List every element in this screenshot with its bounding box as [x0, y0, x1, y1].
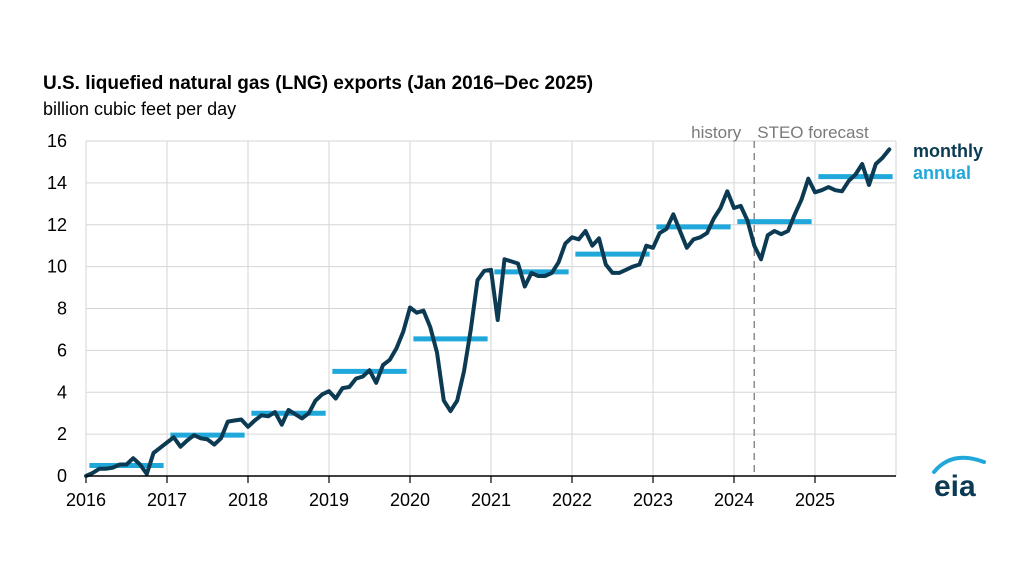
legend-annual: annual	[913, 163, 971, 183]
y-tick-label: 12	[47, 215, 67, 235]
x-tick-label: 2024	[714, 490, 754, 510]
y-tick-label: 8	[57, 299, 67, 319]
x-tick-label: 2025	[795, 490, 835, 510]
x-tick-label: 2016	[66, 490, 106, 510]
y-tick-label: 2	[57, 424, 67, 444]
eia-logo-text: eia	[934, 470, 976, 503]
x-tick-label: 2022	[552, 490, 592, 510]
y-tick-label: 16	[47, 131, 67, 151]
x-tick-label: 2021	[471, 490, 511, 510]
chart-title: U.S. liquefied natural gas (LNG) exports…	[43, 73, 594, 94]
x-tick-label: 2023	[633, 490, 673, 510]
chart-subtitle: billion cubic feet per day	[43, 99, 237, 119]
x-tick-label: 2020	[390, 490, 430, 510]
x-tick-label: 2017	[147, 490, 187, 510]
y-tick-label: 4	[57, 382, 67, 402]
x-tick-label: 2019	[309, 490, 349, 510]
legend-monthly: monthly	[913, 141, 983, 161]
y-tick-label: 6	[57, 340, 67, 360]
y-tick-label: 10	[47, 257, 67, 277]
x-axis-ticks: 2016 2017 2018 2019 2020 2021 2022 2023 2024 2025	[66, 476, 835, 510]
forecast-label: STEO forecast	[757, 123, 869, 142]
grid	[85, 140, 897, 476]
y-tick-label: 14	[47, 173, 67, 193]
x-tick-label: 2018	[228, 490, 268, 510]
history-label: history	[691, 123, 742, 142]
eia-logo-swoosh	[932, 455, 986, 474]
y-tick-label: 0	[57, 466, 67, 486]
monthly-series-line	[84, 147, 892, 478]
y-axis-ticks: 0 2 4 6 8 10 12 14 16	[47, 131, 67, 486]
eia-logo: eia	[932, 455, 986, 503]
